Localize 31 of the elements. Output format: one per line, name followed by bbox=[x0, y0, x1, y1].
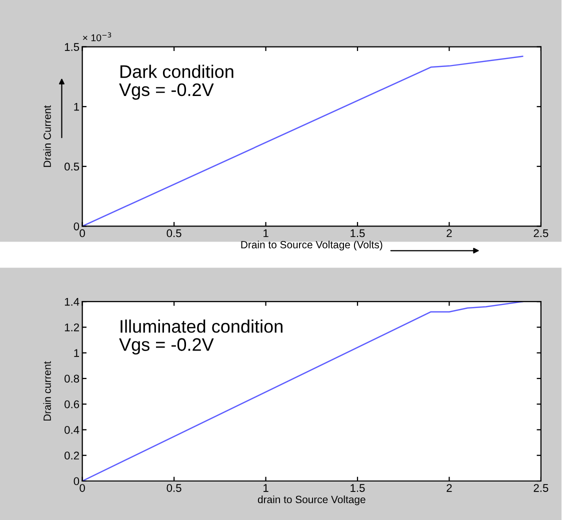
y-tick-label: 0 bbox=[74, 222, 80, 230]
annotation: Dark condition Vgs = -0.2V bbox=[119, 64, 234, 100]
y-axis-title: Drain current bbox=[43, 361, 51, 421]
y-tick-label: 0.8 bbox=[64, 374, 80, 383]
x-tick-label: 2.5 bbox=[534, 484, 548, 492]
x-tick-label: 1 bbox=[264, 229, 268, 238]
x-tick-label: 0.5 bbox=[166, 229, 182, 238]
y-tick-label: 1.4 bbox=[64, 298, 80, 306]
y-tick-label: 1 bbox=[74, 102, 79, 111]
x-tick-label: 0 bbox=[80, 229, 85, 238]
x-tick-label: 2.5 bbox=[534, 229, 548, 238]
y-tick-label: 1 bbox=[74, 349, 79, 357]
x-tick-label: 0 bbox=[80, 484, 85, 492]
x-tick-label: 0.5 bbox=[166, 484, 182, 492]
y-tick-label: 1.5 bbox=[64, 43, 80, 51]
x-axis-title: drain to Source Voltage bbox=[258, 496, 366, 506]
x-tick-label: 1.5 bbox=[350, 229, 365, 238]
y-tick-label: 1.2 bbox=[64, 323, 79, 332]
x-tick-label: 1.5 bbox=[350, 484, 365, 492]
y-tick-label: 0.6 bbox=[64, 400, 80, 408]
x-axis-title: Drain to Source Voltage (Volts) bbox=[241, 240, 382, 250]
y-tick-label: 0.2 bbox=[64, 452, 79, 460]
x-tick-label: 1 bbox=[264, 484, 268, 492]
annotation: Illuminated condition Vgs = -0.2V bbox=[119, 320, 282, 355]
y-tick-label: 0.5 bbox=[64, 162, 80, 171]
y-tick-label: 0.4 bbox=[64, 426, 80, 434]
text: × 10$^{−3}$ bbox=[82, 32, 112, 42]
x-tick-label: 2 bbox=[446, 229, 452, 238]
x-tick-label: 2 bbox=[446, 484, 452, 492]
y-axis-title: Drain Current bbox=[43, 105, 51, 167]
y-tick-label: 0 bbox=[74, 477, 80, 486]
